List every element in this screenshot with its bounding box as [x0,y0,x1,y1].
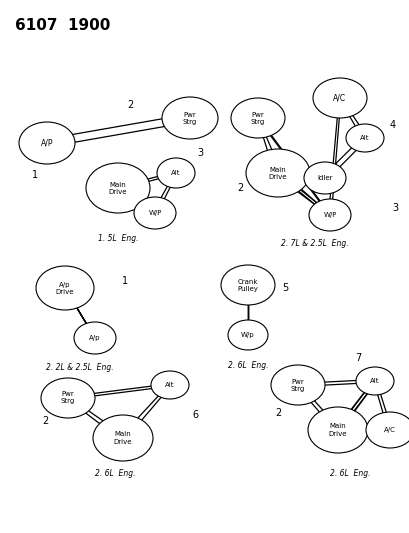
Ellipse shape [345,124,383,152]
Text: 6: 6 [191,410,198,420]
Text: 2: 2 [42,416,48,426]
Text: 1: 1 [32,170,38,180]
Text: 3: 3 [196,148,202,158]
Text: 2. 6L  Eng.: 2. 6L Eng. [227,360,267,369]
Text: 2. 6L  Eng.: 2. 6L Eng. [329,469,369,478]
Ellipse shape [74,322,116,354]
Text: Pwr
Strg: Pwr Strg [61,392,75,405]
Ellipse shape [270,365,324,405]
Ellipse shape [245,149,309,197]
Text: 2: 2 [126,100,133,110]
Ellipse shape [19,122,75,164]
Text: Alt: Alt [360,135,369,141]
Ellipse shape [162,97,218,139]
Text: Main
Drive: Main Drive [268,166,287,180]
Ellipse shape [303,162,345,194]
Text: 2: 2 [274,408,281,418]
Ellipse shape [157,158,195,188]
Text: Alt: Alt [165,382,174,388]
Text: A/C: A/C [383,427,395,433]
Text: Pwr
Strg: Pwr Strg [182,111,197,125]
Ellipse shape [312,78,366,118]
Text: 1: 1 [121,276,128,286]
Ellipse shape [93,415,153,461]
Text: Main
Drive: Main Drive [113,432,132,445]
Text: 7: 7 [354,353,360,363]
Text: Main
Drive: Main Drive [328,424,346,437]
Text: 5: 5 [281,283,288,293]
Text: Crank
Pulley: Crank Pulley [237,279,258,292]
Ellipse shape [308,199,350,231]
Text: A/C: A/C [333,93,346,102]
Ellipse shape [220,265,274,305]
Text: Pwr
Strg: Pwr Strg [290,378,304,392]
Ellipse shape [307,407,367,453]
Text: 1. 5L  Eng.: 1. 5L Eng. [97,233,138,243]
Text: Alt: Alt [369,378,379,384]
Ellipse shape [86,163,150,213]
Text: W/p: W/p [240,332,254,338]
Ellipse shape [41,378,95,418]
Ellipse shape [151,371,189,399]
Ellipse shape [227,320,267,350]
Text: Idler: Idler [317,175,332,181]
Text: A/p
Drive: A/p Drive [56,281,74,295]
Ellipse shape [36,266,94,310]
Text: 6107  1900: 6107 1900 [15,18,110,33]
Text: Main
Drive: Main Drive [108,182,127,195]
Text: A/P: A/P [40,139,53,148]
Ellipse shape [365,412,409,448]
Ellipse shape [134,197,175,229]
Text: 2: 2 [236,183,243,193]
Text: A/p: A/p [89,335,101,341]
Text: 2. 2L & 2.5L  Eng.: 2. 2L & 2.5L Eng. [46,364,114,373]
Text: Pwr
Strg: Pwr Strg [250,111,265,125]
Text: W/P: W/P [148,210,161,216]
Text: W/P: W/P [323,212,336,218]
Ellipse shape [230,98,284,138]
Text: 3: 3 [391,203,397,213]
Ellipse shape [355,367,393,395]
Text: Alt: Alt [171,170,180,176]
Text: 2. 7L & 2.5L  Eng.: 2. 7L & 2.5L Eng. [281,238,348,247]
Text: 4: 4 [389,120,395,130]
Text: 2. 6L  Eng.: 2. 6L Eng. [94,469,135,478]
